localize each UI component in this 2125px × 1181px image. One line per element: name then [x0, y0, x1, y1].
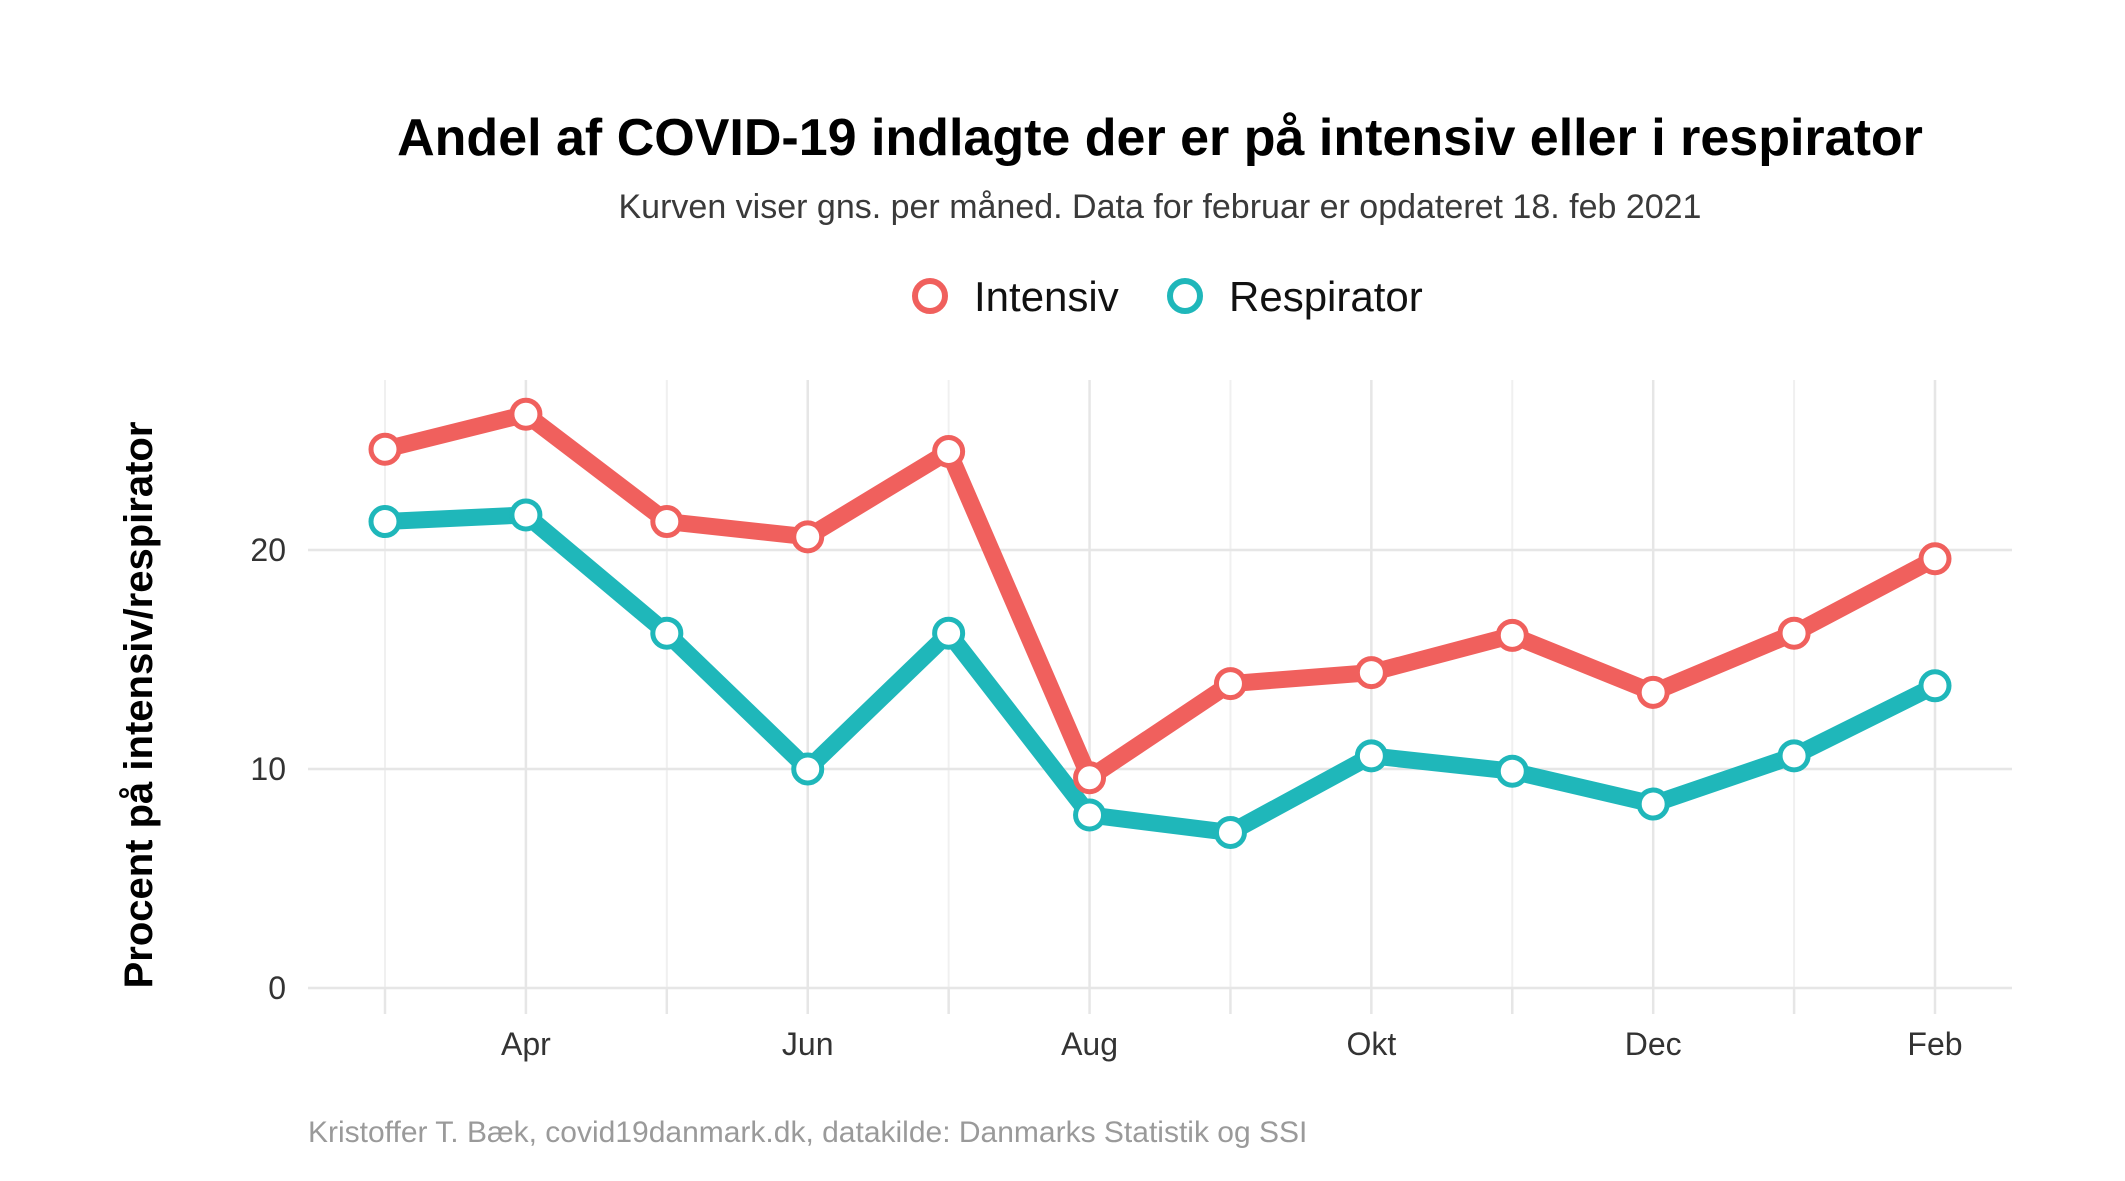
- data-point-intensiv: [1495, 618, 1529, 652]
- data-point-intensiv: [368, 432, 402, 466]
- data-point-respirator: [1073, 798, 1107, 832]
- legend-item-respirator: Respirator: [1167, 273, 1423, 320]
- data-point-intensiv: [1073, 761, 1107, 795]
- y-axis-label: Procent på intensiv/respirator: [117, 422, 161, 989]
- series-lines: [376, 405, 1944, 842]
- data-point-intensiv: [932, 434, 966, 468]
- series-line-intensiv: [376, 405, 1944, 787]
- y-tick-label: 10: [250, 751, 286, 787]
- x-axis-ticks: Apr Jun Aug Okt Dec Feb: [383, 988, 1963, 1062]
- y-axis-ticks: 0 10 20: [250, 532, 286, 1006]
- series-line-respirator: [376, 506, 1944, 842]
- data-point-intensiv: [650, 505, 684, 539]
- legend-marker: [1167, 278, 1203, 314]
- chart-title: Andel af COVID-19 indlagte der er på int…: [397, 109, 1923, 167]
- data-point-intensiv: [1777, 616, 1811, 650]
- data-point-intensiv: [1636, 675, 1670, 709]
- data-point-respirator: [1636, 787, 1670, 821]
- data-point-intensiv: [1918, 542, 1952, 576]
- data-point-respirator: [1354, 739, 1388, 773]
- legend-item-intensiv: Intensiv: [912, 273, 1119, 320]
- data-point-respirator: [368, 505, 402, 539]
- x-tick-label: Okt: [1346, 1026, 1396, 1062]
- y-tick-label: 0: [268, 970, 286, 1006]
- x-tick-label: Aug: [1061, 1026, 1118, 1062]
- x-tick-label: Jun: [782, 1026, 834, 1062]
- data-point-intensiv: [791, 520, 825, 554]
- x-tick-label: Apr: [501, 1026, 551, 1062]
- data-point-intensiv: [509, 397, 543, 431]
- x-tick-label: Feb: [1907, 1026, 1962, 1062]
- series-points: [368, 397, 1952, 850]
- data-point-respirator: [650, 616, 684, 650]
- y-tick-label: 20: [250, 532, 286, 568]
- data-point-respirator: [932, 616, 966, 650]
- data-point-respirator: [1777, 739, 1811, 773]
- legend-marker: [912, 278, 948, 314]
- chart-subtitle: Kurven viser gns. per måned. Data for fe…: [619, 188, 1702, 226]
- data-point-intensiv: [1213, 667, 1247, 701]
- legend-label: Respirator: [1229, 273, 1423, 320]
- x-tick-label: Dec: [1625, 1026, 1682, 1062]
- grid: [308, 380, 2012, 990]
- legend-label: Intensiv: [974, 273, 1119, 320]
- data-point-respirator: [1213, 816, 1247, 850]
- legend: Intensiv Respirator: [912, 273, 1423, 320]
- data-point-respirator: [1495, 754, 1529, 788]
- data-point-respirator: [1918, 669, 1952, 703]
- data-point-respirator: [791, 752, 825, 786]
- data-point-respirator: [509, 498, 543, 532]
- data-point-intensiv: [1354, 656, 1388, 690]
- chart-caption: Kristoffer T. Bæk, covid19danmark.dk, da…: [308, 1116, 1307, 1149]
